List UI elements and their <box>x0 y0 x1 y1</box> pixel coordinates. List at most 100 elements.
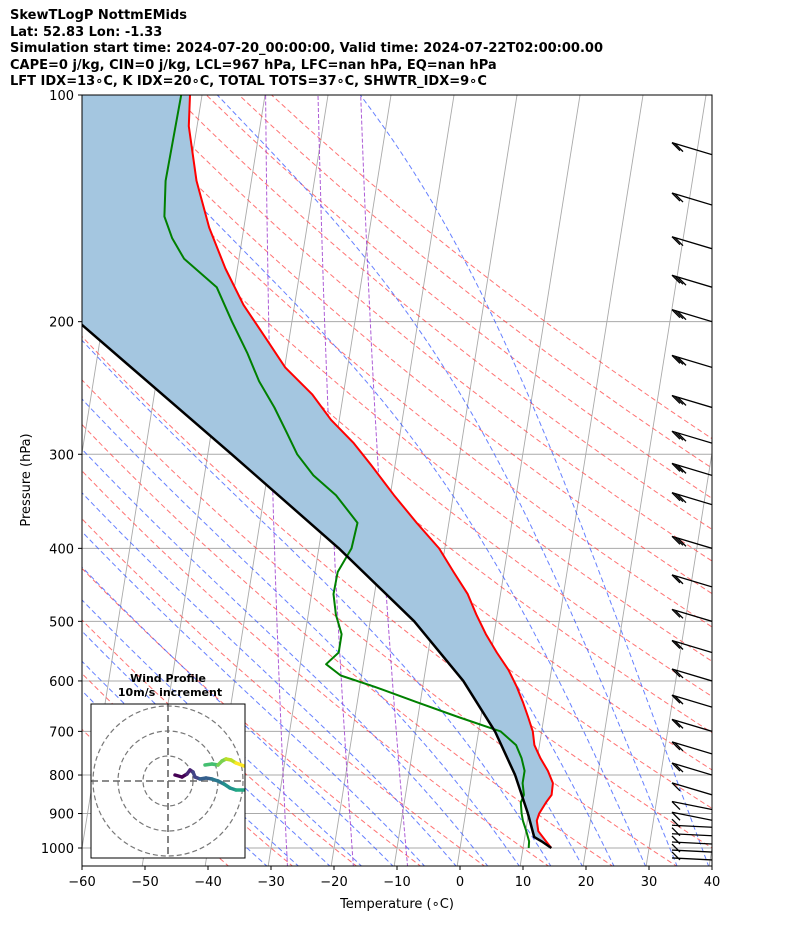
moist-adiabat <box>82 599 363 866</box>
y-tick-label: 800 <box>49 769 74 784</box>
indices-line-1: CAPE=0 j/kg, CIN=0 j/kg, LCL=967 hPa, LF… <box>10 57 497 73</box>
wind-barb <box>671 142 712 156</box>
dry-adiabat <box>82 293 712 810</box>
wind-barb <box>671 851 712 861</box>
wind-barb-flag <box>671 741 681 751</box>
wind-barb-flag <box>671 640 681 649</box>
wind-barb <box>671 462 712 477</box>
isotherm-line <box>393 95 518 866</box>
moist-adiabat <box>82 492 457 866</box>
isotherm-line <box>645 450 712 866</box>
moist-adiabat <box>82 530 426 866</box>
wind-barb-flag <box>674 742 684 752</box>
location-line: Lat: 52.83 Lon: -1.33 <box>10 24 163 40</box>
wind-barb-flag <box>674 536 684 546</box>
wind-barb-flag <box>671 801 681 811</box>
wind-barb-flag <box>674 143 684 153</box>
hodograph-plot <box>91 704 245 858</box>
wind-barb <box>675 84 712 96</box>
plot-area <box>82 84 712 866</box>
y-tick-label: 700 <box>49 725 74 740</box>
x-tick-label: 40 <box>704 875 721 890</box>
wind-barb-flag <box>671 395 681 404</box>
moist-adiabat <box>359 95 710 866</box>
isotherm-line <box>708 845 712 866</box>
wind-barb <box>671 236 712 250</box>
wind-barb-flag <box>671 843 681 853</box>
wind-barb-flag <box>677 494 687 504</box>
dry-adiabat <box>82 423 614 866</box>
wind-barb <box>671 535 712 549</box>
wind-barb-flag <box>671 668 681 678</box>
wind-barb <box>671 192 712 206</box>
wind-barb <box>671 827 712 837</box>
y-tick-label: 600 <box>49 675 74 690</box>
dry-adiabat <box>82 567 422 866</box>
y-tick-label: 400 <box>49 542 74 557</box>
wind-barb-flag <box>674 763 684 773</box>
wind-barb-shaft <box>671 142 712 156</box>
wind-barb-flag <box>674 396 684 405</box>
wind-barb-flag <box>671 274 681 284</box>
wind-barb-shaft <box>671 811 712 821</box>
dry-adiabat <box>82 252 712 771</box>
x-tick-label: −60 <box>68 875 95 890</box>
wind-barb <box>671 354 712 369</box>
wind-barb <box>671 639 712 654</box>
wind-barb-flag <box>671 236 681 246</box>
x-tick-label: −10 <box>383 875 410 890</box>
wind-barb-flag <box>671 762 681 772</box>
wind-barb-flag <box>671 827 681 837</box>
parcel-line <box>82 323 553 850</box>
wind-barb <box>671 843 712 853</box>
wind-barb-flag <box>677 464 687 474</box>
wind-barb-flag <box>674 275 684 285</box>
dry-adiabat <box>140 95 712 562</box>
wind-barb-flag <box>674 193 684 203</box>
x-tick-label: −40 <box>194 875 221 890</box>
wind-barb-flag <box>671 462 681 472</box>
wind-barb-flag <box>674 641 684 650</box>
isotherm-line <box>330 95 455 866</box>
wind-barb-flag <box>671 430 681 440</box>
hodograph-title: Wind Profile <box>130 672 206 685</box>
indices-line-2: LFT IDX=13∘C, K IDX=20∘C, TOTAL TOTS=37∘… <box>10 74 487 89</box>
moist-adiabat <box>82 398 520 866</box>
hodograph-frame <box>90 703 246 859</box>
wind-barb-shaft <box>671 236 712 250</box>
y-tick-label: 900 <box>49 808 74 823</box>
y-tick-label: 500 <box>49 615 74 630</box>
dry-adiabat <box>82 518 486 866</box>
wind-barb <box>671 430 712 444</box>
y-tick-label: 1000 <box>41 842 74 857</box>
wind-barb-flag <box>677 311 687 321</box>
wind-barb-shaft <box>671 694 712 708</box>
wind-barb-shaft <box>671 192 712 206</box>
dry-adiabat <box>82 470 550 866</box>
wind-barb-flag <box>674 431 684 441</box>
dry-adiabat <box>82 137 712 662</box>
isotherm-line <box>456 95 581 866</box>
wind-barb <box>671 668 712 682</box>
wind-barb-shaft <box>671 639 712 654</box>
dewpoint-line <box>163 95 531 849</box>
wind-barb-flag <box>671 192 681 202</box>
wind-barb-shaft <box>709 95 712 96</box>
wind-barb <box>671 818 712 828</box>
moist-adiabat <box>216 95 678 866</box>
chart-header: SkewTLogP NottmEMids Lat: 52.83 Lon: -1.… <box>10 8 603 91</box>
wind-barb-flag <box>677 356 687 366</box>
wind-barb-flag <box>671 492 681 502</box>
wind-barb-flag <box>675 84 683 92</box>
wind-barb-shaft <box>671 762 712 776</box>
wind-barb-shaft <box>671 741 712 755</box>
wind-barb-flag <box>674 310 684 320</box>
wind-barb-flag <box>677 397 687 406</box>
moist-adiabat <box>82 630 331 866</box>
hodograph-inset: Wind Profile 10m/s increment <box>90 672 246 859</box>
wind-barb-flag <box>674 493 684 503</box>
wind-barb-flag <box>674 575 684 585</box>
y-tick-label: 300 <box>49 448 74 463</box>
wind-barb-flag <box>671 694 681 704</box>
wind-barb-flag <box>677 276 687 286</box>
